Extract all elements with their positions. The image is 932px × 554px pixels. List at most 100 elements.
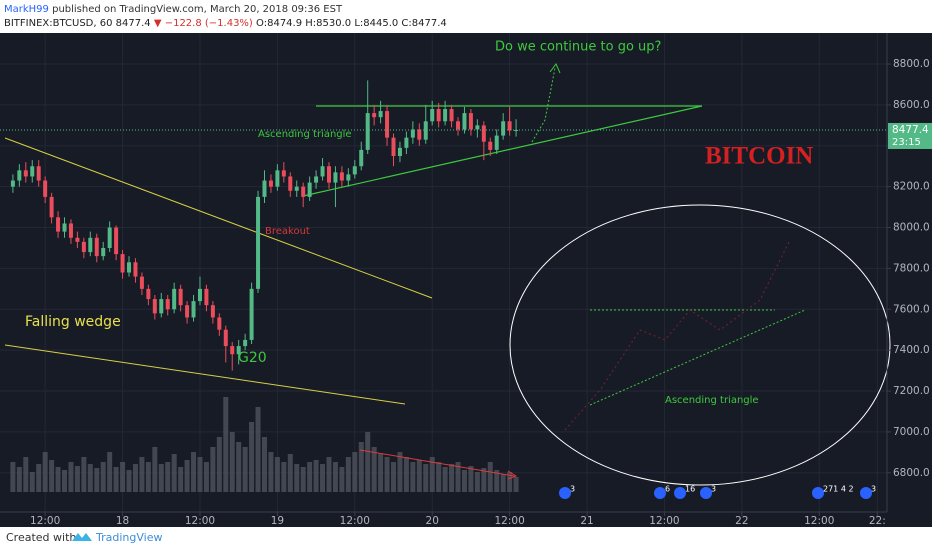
candle-body [443,109,448,122]
x-tick-label: 21 [580,515,593,527]
volume-bar [87,464,93,492]
candle-body [249,288,254,340]
annotation: Ascending triangle [258,129,352,140]
header-line: MarkH99 published on TradingView.com, Ma… [4,4,343,15]
volume-bar [81,457,87,492]
y-tick-label: 7000.0 [893,426,930,438]
volume-bar [16,467,22,492]
y-tick-label: 8200.0 [893,181,930,193]
published: published on TradingView.com, March 20, … [52,4,343,15]
volume-bar [126,470,132,492]
volume-bar [191,452,197,492]
triangle-line [589,309,806,406]
candle-body [397,147,402,157]
volume-bar [474,472,480,492]
volume-bar [313,460,319,492]
circle [509,204,891,486]
volume-bar [171,454,177,492]
volume-bar [345,457,351,492]
candle-body [30,166,35,177]
candle-body [75,237,80,242]
candle-body [301,186,306,197]
wedge-line [4,344,406,405]
volume-bar [468,466,474,492]
triangle-line [302,105,703,197]
x-tick-label: 18 [116,515,129,527]
candle-body [404,137,409,148]
annotation: Falling wedge [25,314,121,330]
candle-body [127,262,132,273]
volume-bar [365,432,371,492]
candle-body [365,113,370,150]
volume-arrow [359,449,515,477]
axes: 6800.0 7000.0 7200.0 7400.0 7600.0 7800.0 8000… [30,58,932,527]
volume-bar [120,462,126,492]
candle-body [197,288,202,302]
y-tick-label: 8800.0 [893,58,930,70]
footer-text: Created with [6,531,76,544]
ohlc: O:8474.9 H:8530.0 L:8445.0 C:8477.4 [256,18,447,29]
volume-bar [10,462,16,492]
change: ▼ −122.8 (−1.43%) [154,18,253,29]
candle-body [333,172,338,183]
y-tick-label: 7400.0 [893,344,930,356]
candle-body [114,227,119,255]
volume-bar [481,468,487,492]
volume-bar [410,462,416,492]
candle-body [152,299,157,314]
chart-bg [0,33,932,527]
volume-bar [242,447,248,492]
volume-bar [423,464,429,492]
candle-body [191,301,196,318]
annotation: Do we continue to go up? [495,40,661,55]
volume-bar [500,474,506,492]
volume-bar [236,442,242,492]
x-tick-label: 20 [426,515,439,527]
volume-bar [74,466,80,492]
candle-body [462,113,467,130]
candle-body [475,125,480,130]
volume-bar [107,452,113,492]
volume-bar [397,452,403,492]
volume-bar [320,464,326,492]
candle-body [436,109,441,122]
x-tick-label: 12:00 [804,515,834,527]
candle-body [120,254,125,273]
countdown-label: 23:15 [892,137,921,148]
volume-bar [442,467,448,492]
volume-bar [281,462,287,492]
event-count: 3 [871,485,876,494]
candle-body [185,305,190,318]
volume-bar [139,457,145,492]
volume-bar [384,457,390,492]
candle-body [268,180,273,187]
candle-body [449,109,454,122]
candle-body [165,299,170,310]
event-icon [559,487,571,499]
x-tick-label: 12:00 [30,515,60,527]
candle-body [56,217,61,232]
candle-body [178,288,183,306]
candle-body [410,129,415,138]
event-icon [860,487,872,499]
candle-body [378,111,383,118]
annotation: BITCOIN [705,143,813,170]
volume-bar [294,464,300,492]
candle-body [17,170,22,181]
candle-body [481,125,486,142]
events: 3 6 16 3 271 4 2 3 [559,485,876,499]
candle-body [81,241,86,253]
header-bg [0,0,932,33]
volume-bar [36,464,42,492]
volume-bar [216,437,222,492]
candle-body [320,166,325,177]
candle-body [256,196,261,289]
volume-bar [461,470,467,492]
candle-body [204,288,209,306]
volume-bar [416,460,422,492]
x-tick-label: 12:00 [649,515,679,527]
event-icon [700,487,712,499]
volume-bar [339,467,345,492]
candle-body [281,170,286,177]
